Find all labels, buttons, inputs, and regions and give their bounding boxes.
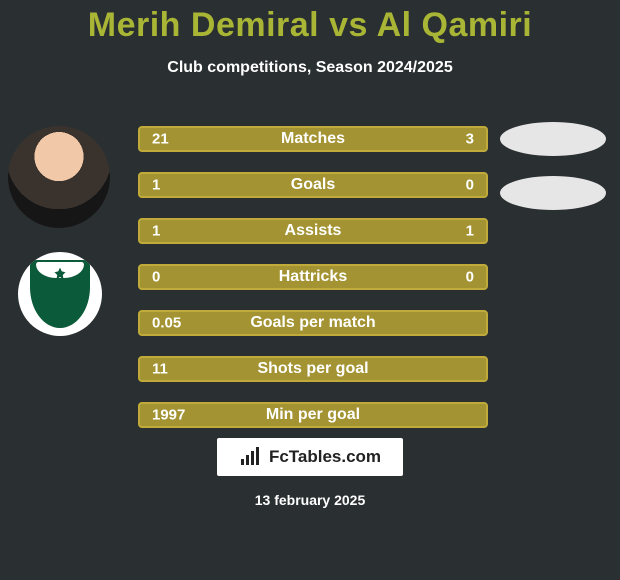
chart-icon: [239, 447, 263, 467]
stat-label: Goals: [291, 176, 335, 194]
stat-left-value: 1: [152, 223, 160, 240]
brand-text: FcTables.com: [269, 447, 381, 467]
right-avatar-column: [500, 122, 606, 230]
shield-icon: [30, 260, 90, 328]
stat-row: 1 Goals 0: [138, 172, 488, 198]
stat-left-value: 0.05: [152, 315, 181, 332]
page-title: Merih Demiral vs Al Qamiri: [0, 0, 620, 45]
player-right-placeholder: [500, 176, 606, 210]
stat-left-value: 0: [152, 269, 160, 286]
stat-row: 11 Shots per goal: [138, 356, 488, 382]
stat-label: Matches: [281, 130, 345, 148]
stat-right-value: 0: [466, 177, 474, 194]
player-right-placeholder: [500, 122, 606, 156]
stat-label: Goals per match: [250, 314, 375, 332]
stat-label: Min per goal: [266, 406, 360, 424]
stat-row: 0 Hattricks 0: [138, 264, 488, 290]
stat-right-value: 1: [466, 223, 474, 240]
stat-row: 1 Assists 1: [138, 218, 488, 244]
stat-row: 0.05 Goals per match: [138, 310, 488, 336]
stats-table: 21 Matches 3 1 Goals 0 1 Assists 1 0 Hattricks 0 0.0…: [138, 126, 488, 448]
footer: FcTables.com 13 february 2025: [0, 438, 620, 508]
avatar-column: [8, 126, 110, 360]
brand-badge: FcTables.com: [217, 438, 403, 476]
stat-right-value: 3: [466, 131, 474, 148]
stat-row: 1997 Min per goal: [138, 402, 488, 428]
stat-label: Shots per goal: [257, 360, 368, 378]
player-left-avatar: [8, 126, 110, 228]
page-subtitle: Club competitions, Season 2024/2025: [0, 59, 620, 77]
stat-right-value: 0: [466, 269, 474, 286]
stat-left-value: 11: [152, 361, 168, 378]
club-badge: [18, 252, 102, 336]
stat-left-value: 21: [152, 131, 169, 148]
stat-label: Hattricks: [279, 268, 347, 286]
stat-label: Assists: [285, 222, 342, 240]
stat-left-value: 1997: [152, 407, 185, 424]
footer-date: 13 february 2025: [255, 492, 366, 508]
stat-left-value: 1: [152, 177, 160, 194]
stat-row: 21 Matches 3: [138, 126, 488, 152]
